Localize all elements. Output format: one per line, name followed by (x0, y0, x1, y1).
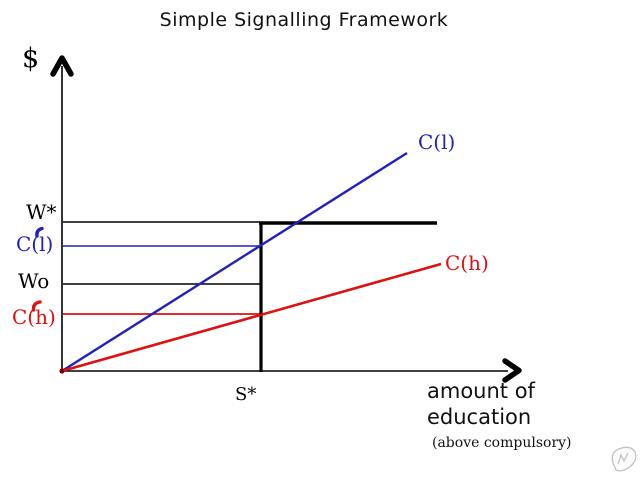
ch-curve-label: C(h) (445, 251, 489, 275)
ch-cost-line (61, 262, 442, 373)
y-axis-label-wstar: W* (26, 200, 57, 224)
pointer-cursor-icon (611, 446, 637, 472)
origin-point (59, 368, 65, 374)
y-axis-label-ch: C(h) (12, 305, 56, 329)
x-axis-arrowhead-icon (502, 358, 522, 383)
cl-cost-line (61, 151, 408, 373)
y-axis-dollar-label: $ (22, 43, 40, 74)
y-axis-arrowhead-icon (50, 55, 74, 77)
ch-hand-prime-mark (31, 300, 42, 312)
x-axis-caption: amount of education (427, 379, 535, 429)
diagram-title: Simple Signalling Framework (159, 9, 449, 31)
cl-curve-label: C(l) (418, 130, 456, 154)
x-axis-label-sstar: S* (235, 384, 257, 405)
x-axis-sublabel: (above compulsory) (432, 435, 572, 451)
y-axis-label-cl: C(l) (16, 232, 54, 256)
y-axis-label-wo: Wo (18, 269, 50, 293)
cl-hand-prime-mark (35, 226, 44, 238)
